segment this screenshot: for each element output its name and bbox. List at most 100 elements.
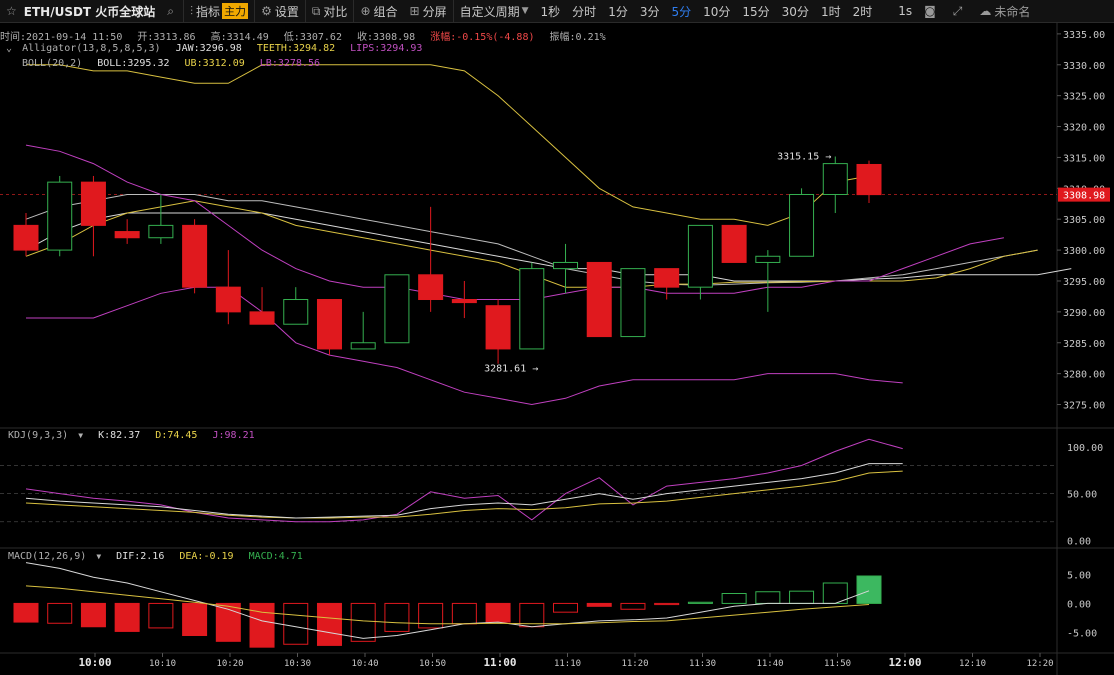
macd-bar — [519, 602, 545, 628]
candle-body — [13, 224, 39, 251]
macd-bar — [553, 602, 579, 613]
macd-bar — [114, 602, 140, 632]
last-price-tag — [1058, 187, 1110, 202]
macd-bar — [755, 591, 781, 604]
period-3[interactable]: 3分 — [639, 4, 660, 19]
compare-label: 对比 — [323, 4, 348, 19]
candle-body — [182, 224, 208, 288]
layout-name[interactable]: 未命名 — [994, 4, 1031, 19]
period-6[interactable]: 15分 — [742, 4, 770, 19]
price-tick-label: 3330.00 — [1063, 61, 1105, 72]
split-label: 分屏 — [422, 4, 447, 19]
time-tick-label: 10:20 — [216, 659, 243, 669]
macd-bar — [350, 602, 376, 642]
macd-bar — [687, 601, 713, 604]
macd-bar — [620, 602, 646, 610]
candle-body — [80, 181, 106, 226]
kdj-tick-label: 100.00 — [1067, 443, 1103, 454]
candle-body — [249, 311, 275, 325]
indicators-button[interactable]: ⫶ 指标 主力 — [184, 0, 256, 22]
macd-bar — [822, 582, 848, 604]
period-9[interactable]: 2时 — [852, 4, 873, 19]
alligator-teeth-line — [25, 200, 1038, 288]
split-button[interactable]: ⊞ 分屏 — [404, 0, 454, 22]
symbol-group[interactable]: ☆ ETH/USDT 火币全球站 ⌕ — [0, 0, 185, 22]
info-time: 时间:2021-09-14 11:50 — [0, 32, 123, 43]
macd-dif: DIF:2.16 — [116, 551, 165, 562]
compare-button[interactable]: ⧉ 对比 — [306, 0, 355, 22]
candle-body — [114, 231, 140, 239]
info-close: 收:3308.98 — [357, 32, 416, 43]
chevron-down-icon[interactable]: ▼ — [521, 6, 529, 16]
alligator-jaw: JAW:3296.98 — [175, 43, 242, 54]
alligator-collapse-icon[interactable]: ⌄ — [6, 43, 13, 54]
period-2[interactable]: 1分 — [608, 4, 628, 19]
boll-lines — [25, 64, 1072, 406]
period-4[interactable]: 5分 — [671, 4, 692, 19]
custom-period-button[interactable]: 自定义周期 — [459, 4, 520, 19]
price-tick-label: 3280.00 — [1063, 370, 1105, 381]
candle-body — [283, 299, 309, 325]
time-tick-label: 11:30 — [689, 659, 716, 669]
boll-ub: UB:3312.09 — [184, 58, 245, 69]
boll-lower-line — [26, 286, 903, 406]
period-0[interactable]: 1秒 — [540, 4, 561, 19]
candle-body — [47, 181, 73, 251]
kdj-j-line — [25, 438, 903, 523]
price-tick-label: 3325.00 — [1063, 92, 1105, 103]
time-tick-label: 10:40 — [351, 659, 378, 669]
time-tick-label: 10:00 — [78, 656, 111, 669]
kdj-legend[interactable]: KDJ(9,3,3) ▼ K:82.37 D:74.45 J:98.21 — [8, 430, 264, 441]
combo-button[interactable]: ⊕ 组合 — [354, 0, 403, 22]
macd-bar — [47, 602, 73, 624]
candle-body — [485, 305, 511, 350]
kdj-k-line — [25, 463, 903, 519]
boll-lb: LB:3278.56 — [259, 58, 320, 69]
macd-bar — [654, 602, 680, 606]
kdj-k: K:82.37 — [98, 430, 141, 441]
candle-body — [350, 342, 376, 350]
period-7[interactable]: 30分 — [781, 4, 809, 19]
combo-label: 组合 — [373, 4, 398, 19]
time-tick-label: 11:20 — [621, 659, 648, 669]
alligator-legend[interactable]: ⌄ Alligator(13,8,5,8,5,3) JAW:3296.98 TE… — [6, 43, 431, 54]
time-tick-label: 12:20 — [1026, 659, 1053, 669]
indicators-label: 指标 — [196, 4, 221, 19]
macd-legend[interactable]: MACD(12,26,9) ▼ DIF:2.16 DEA:-0.19 MACD:… — [8, 551, 312, 562]
macd-bar — [13, 602, 39, 623]
info-change: 涨幅:-0.15%(-4.88) — [430, 32, 535, 43]
candle-body — [822, 163, 848, 195]
candle-body — [721, 224, 747, 263]
alligator-name: Alligator(13,8,5,8,5,3) — [22, 43, 161, 54]
period-1[interactable]: 分时 — [572, 4, 597, 19]
candle-body — [519, 268, 545, 350]
macd-dea-line — [25, 585, 870, 625]
camera-icon[interactable]: ◙ — [924, 4, 936, 18]
time-tick-label: 10:50 — [419, 659, 446, 669]
macd-tick-label: 5.00 — [1067, 570, 1091, 581]
price-tick-label: 3315.00 — [1063, 153, 1105, 164]
fullscreen-icon[interactable]: ⤢ — [952, 3, 963, 18]
boll-mid-line — [25, 212, 1072, 282]
macd-name: MACD(12,26,9) — [8, 551, 87, 562]
kdj-dropdown-icon[interactable]: ▼ — [78, 431, 84, 440]
main-tag[interactable]: 主力 — [222, 3, 249, 19]
period-8[interactable]: 1时 — [820, 4, 841, 19]
macd-bar — [384, 602, 410, 632]
cloud-icon[interactable]: ☁ — [979, 4, 992, 18]
price-tick-label: 3310.00 — [1063, 184, 1105, 195]
settings-button[interactable]: ⚙ 设置 — [255, 0, 306, 22]
macd-dropdown-icon[interactable]: ▼ — [96, 552, 102, 561]
search-icon[interactable]: ⌕ — [167, 3, 175, 18]
period-5[interactable]: 10分 — [703, 4, 731, 19]
period-1s[interactable]: 1s — [898, 4, 913, 18]
macd-histogram — [13, 575, 882, 648]
macd-bar — [182, 602, 208, 637]
star-icon[interactable]: ☆ — [6, 4, 17, 18]
boll-legend[interactable]: BOLL(20,2) BOLL:3295.32 UB:3312.09 LB:32… — [22, 58, 329, 69]
candle-body — [654, 268, 680, 288]
alligator-lips: LIPS:3294.93 — [350, 43, 423, 54]
kdj-j: J:98.21 — [212, 430, 255, 441]
boll-mid: BOLL:3295.32 — [97, 58, 170, 69]
